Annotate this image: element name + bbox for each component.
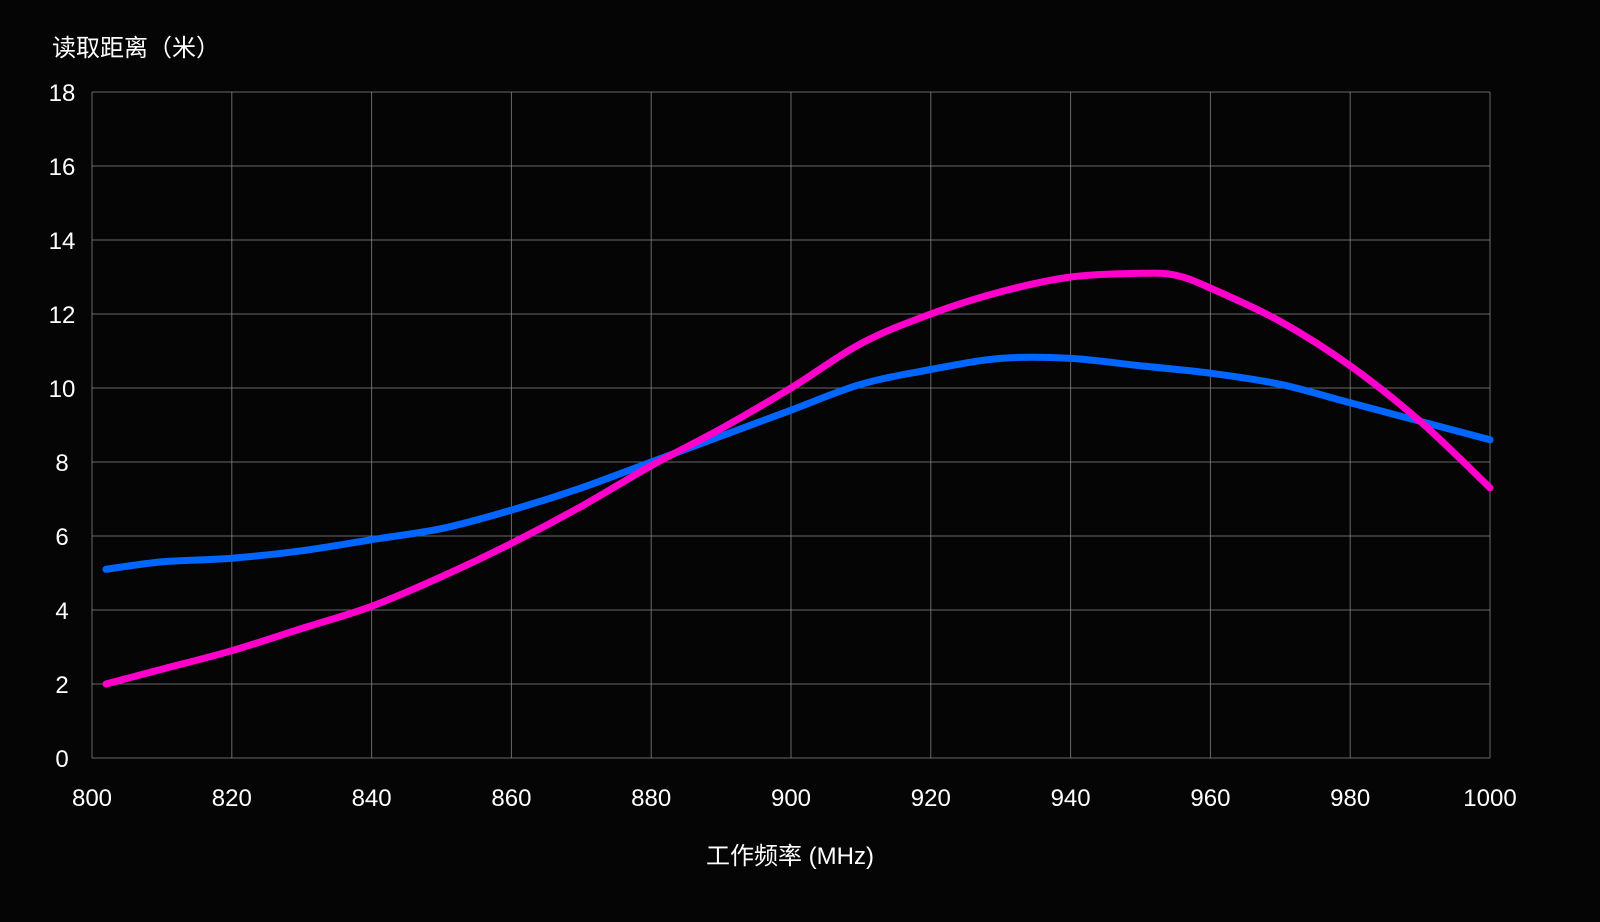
y-tick-label: 14 — [49, 228, 76, 255]
y-tick-label: 2 — [55, 672, 68, 699]
series-line-2 — [102, 269, 1494, 688]
x-tick-label: 1000 — [1463, 785, 1516, 812]
series-line-1 — [102, 353, 1494, 573]
tick-labels: 800 820 840 860 880 900 920 940 960 980 1000 0 2 4 6 8 1… — [49, 80, 1517, 812]
x-tick-label: 800 — [72, 785, 112, 812]
x-tick-label: 880 — [631, 785, 671, 812]
y-tick-label: 4 — [55, 598, 68, 625]
y-tick-label: 6 — [55, 524, 68, 551]
y-tick-label: 16 — [49, 154, 76, 181]
x-tick-label: 840 — [352, 785, 392, 812]
x-tick-label: 940 — [1051, 785, 1091, 812]
y-tick-label: 0 — [55, 746, 68, 773]
y-tick-label: 18 — [49, 80, 76, 107]
x-tick-label: 900 — [771, 785, 811, 812]
y-tick-label: 10 — [49, 376, 76, 403]
series-lines — [102, 269, 1494, 688]
grid — [91, 91, 1491, 759]
y-tick-label: 12 — [49, 302, 76, 329]
x-tick-label: 980 — [1330, 785, 1370, 812]
x-tick-label: 820 — [212, 785, 252, 812]
x-tick-label: 920 — [911, 785, 951, 812]
y-tick-label: 8 — [55, 450, 68, 477]
x-tick-label: 960 — [1190, 785, 1230, 812]
x-tick-label: 860 — [491, 785, 531, 812]
y-axis-title: 读取距离（米） — [52, 35, 220, 62]
x-axis-title: 工作频率 (MHz) — [706, 843, 874, 870]
